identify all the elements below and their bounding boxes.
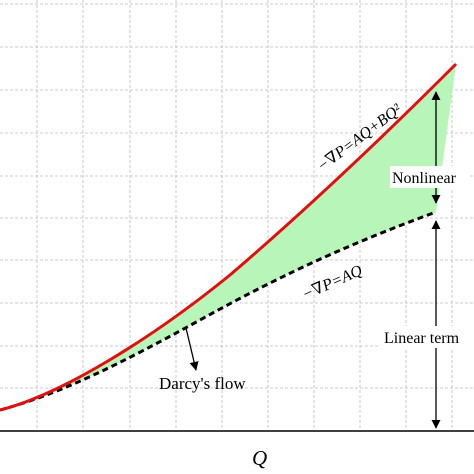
nonlinear-label: Nonlinear	[392, 170, 457, 187]
linear-term-label: Linear term	[384, 330, 460, 347]
nonlinear-label-bg	[390, 166, 470, 188]
linear-equation-label: −∇P=AQ	[300, 262, 366, 304]
linear-term-label-bg	[380, 326, 474, 348]
linear-line	[0, 210, 437, 412]
darcy-pointer-arrow	[185, 327, 199, 371]
nonlinear-region-fill	[0, 64, 456, 410]
darcy-flow-label: Darcy's flow	[159, 374, 246, 393]
nonlinear-curve	[0, 62, 458, 412]
x-axis-label: Q	[252, 446, 267, 470]
